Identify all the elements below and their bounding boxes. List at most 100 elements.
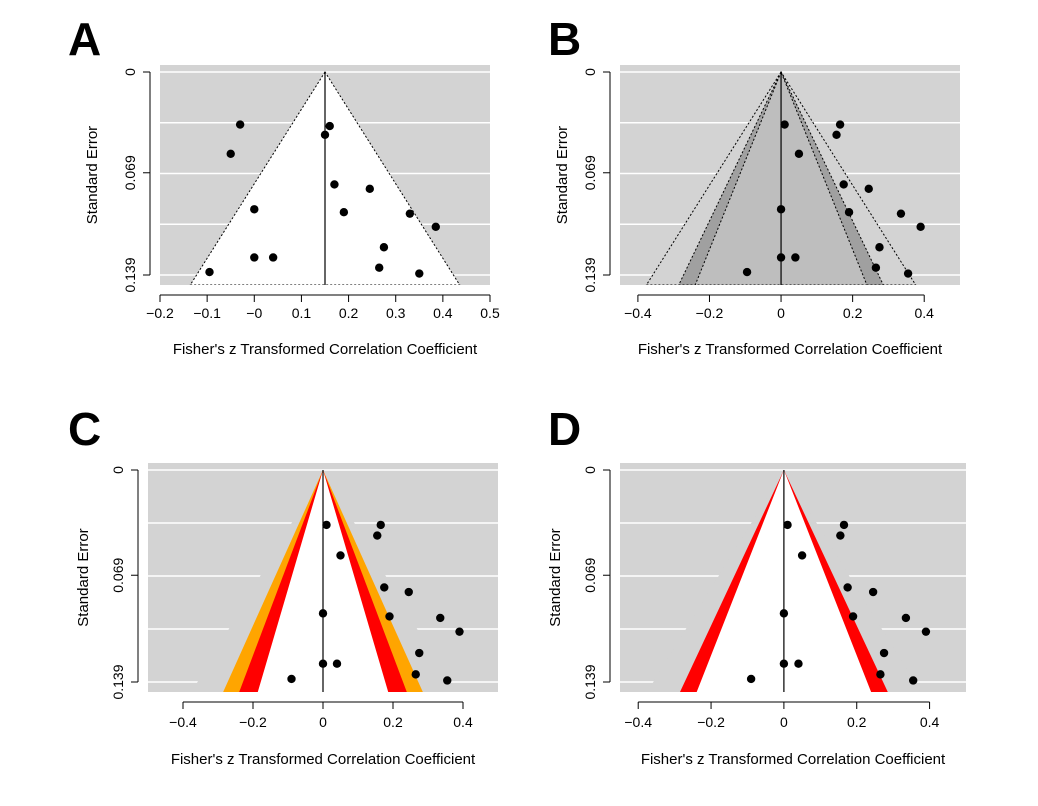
x-axis-label: Fisher's z Transformed Correlation Coeff… — [173, 341, 478, 358]
panel-c: −0.4 −0.2 0 0.2 0.4 0 0.069 0.139 Fisher's z Tra… — [68, 403, 498, 768]
data-point — [921, 627, 931, 636]
data-point — [896, 209, 906, 218]
data-point — [776, 205, 786, 214]
data-point — [879, 648, 889, 658]
data-point — [318, 659, 328, 668]
x-tick-label: 0 — [780, 714, 788, 730]
x-tick-label: 0 — [319, 714, 327, 730]
data-point — [415, 269, 424, 278]
y-tick-label: 0.139 — [582, 664, 598, 699]
data-point — [443, 676, 452, 685]
x-tick-label: −0.4 — [624, 714, 652, 730]
data-point — [405, 209, 415, 218]
data-point — [325, 121, 334, 131]
data-point — [455, 627, 464, 636]
panel-letter: C — [68, 403, 101, 455]
panel-letter: A — [68, 13, 101, 65]
y-axis-label: Standard Error — [84, 126, 101, 224]
x-tick-label: 0 — [777, 305, 785, 321]
x-axis-label: Fisher's z Transformed Correlation Coeff… — [638, 341, 943, 358]
data-point — [779, 609, 789, 618]
y-axis-label: Standard Error — [75, 528, 92, 626]
x-tick-label: 0.4 — [453, 714, 473, 730]
x-tick-label: −0.4 — [624, 305, 652, 321]
x-tick-label: 0.4 — [914, 305, 934, 321]
data-point — [336, 551, 345, 560]
data-points — [742, 120, 925, 278]
x-axis-label: Fisher's z Transformed Correlation Coeff… — [171, 751, 476, 768]
panel-b: −0.4 −0.2 0 0.2 0.4 0 0.069 0.139 Fisher's z Tra… — [548, 13, 960, 358]
panel-a: −0.2 −0.1 −0 0.1 0.2 0.3 0.4 0.5 0 0.069 0.139 Fish… — [68, 13, 500, 358]
y-tick-label: 0 — [582, 68, 598, 76]
data-point — [250, 205, 259, 214]
x-tick-label: 0.2 — [339, 305, 359, 321]
x-tick-label: 0.3 — [386, 305, 406, 321]
data-point — [908, 676, 918, 685]
data-point — [876, 670, 885, 679]
y-tick-label: 0 — [122, 68, 138, 76]
data-point — [287, 674, 296, 684]
data-point — [868, 587, 878, 597]
data-point — [339, 208, 349, 217]
funnel-regions — [189, 71, 461, 285]
funnel-regions — [645, 70, 917, 285]
data-points — [205, 120, 440, 278]
x-tick-label: −0.2 — [696, 305, 724, 321]
y-tick-label: 0 — [110, 466, 126, 474]
panel-letter: D — [548, 403, 581, 455]
x-tick-label: 0.2 — [847, 714, 867, 730]
data-point — [839, 520, 849, 530]
data-point — [380, 583, 389, 592]
x-tick-label: 0.5 — [480, 305, 500, 321]
data-point — [791, 253, 800, 262]
y-axis-label: Standard Error — [547, 528, 564, 626]
y-tick-label: 0.069 — [122, 155, 138, 190]
x-tick-label: −0.2 — [697, 714, 725, 730]
x-axis-label: Fisher's z Transformed Correlation Coeff… — [641, 751, 946, 768]
data-point — [415, 648, 424, 658]
data-point — [431, 222, 440, 232]
x-tick-label: −0.1 — [193, 305, 221, 321]
data-point — [322, 520, 331, 530]
data-point — [875, 243, 884, 252]
data-point — [832, 130, 841, 139]
data-point — [746, 674, 756, 684]
data-point — [318, 609, 328, 618]
data-point — [780, 120, 789, 129]
data-point — [864, 184, 873, 194]
data-point — [250, 253, 259, 262]
data-point — [742, 267, 752, 277]
data-point — [901, 613, 911, 623]
x-tick-label: −0.2 — [239, 714, 267, 730]
data-point — [903, 269, 913, 278]
x-tick-label: 0.1 — [292, 305, 312, 321]
data-point — [205, 267, 214, 277]
funnel-regions — [191, 470, 455, 692]
data-point — [776, 253, 786, 262]
x-tick-label: −0 — [246, 305, 262, 321]
data-point — [404, 587, 413, 597]
data-point — [385, 612, 394, 621]
data-point — [373, 531, 382, 540]
y-tick-label: 0.069 — [582, 155, 598, 190]
x-tick-label: 0.2 — [383, 714, 403, 730]
data-point — [411, 670, 420, 679]
data-point — [871, 263, 881, 272]
x-tick-label: 0.2 — [843, 305, 863, 321]
data-point — [836, 531, 845, 540]
data-point — [916, 222, 925, 232]
data-point — [794, 659, 803, 668]
x-tick-label: 0.4 — [433, 305, 453, 321]
panel-letter: B — [548, 13, 581, 65]
data-point — [268, 253, 278, 262]
y-tick-label: 0.069 — [110, 558, 126, 593]
data-point — [794, 149, 804, 158]
data-point — [436, 613, 445, 623]
y-tick-label: 0.139 — [582, 257, 598, 292]
data-points — [287, 520, 464, 685]
data-point — [835, 120, 845, 129]
data-point — [320, 130, 330, 139]
funnel-regions — [647, 470, 921, 692]
data-point — [379, 243, 389, 252]
